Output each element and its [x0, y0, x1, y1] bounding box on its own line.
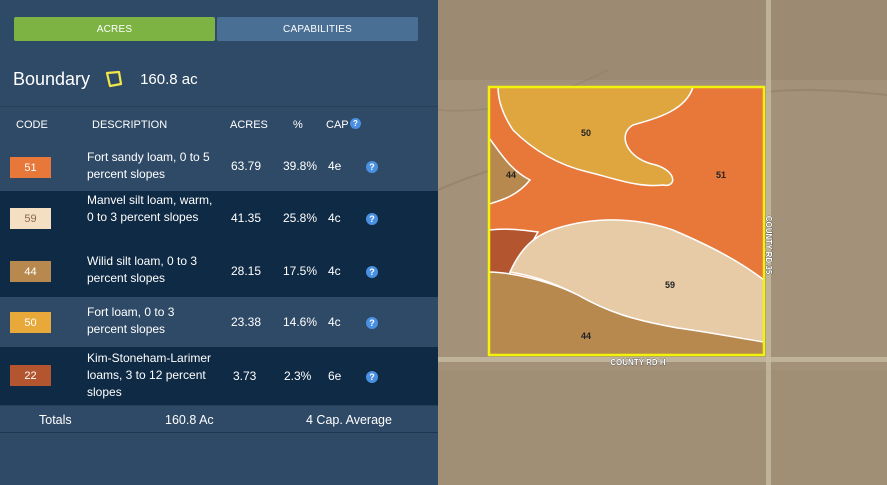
map-field-north [438, 0, 887, 80]
zone-label-59: 59 [665, 280, 675, 290]
road-label-east: COUNTY RD 35 [764, 216, 773, 275]
zone-label-44-south: 44 [581, 331, 591, 341]
soil-percent: 25.8% [283, 211, 318, 225]
boundary-title: Boundary [13, 68, 91, 89]
zone-59[interactable] [508, 219, 764, 343]
soil-percent: 39.8% [283, 159, 318, 173]
col-acres: ACRES [230, 119, 268, 131]
table-row[interactable]: 44 Wilid silt loam, 0 to 3 percent slope… [0, 245, 438, 297]
zone-50[interactable] [497, 87, 694, 187]
soil-cap: 4c [328, 264, 341, 278]
soil-description: Fort sandy loam, 0 to 5 percent slopes [87, 150, 210, 181]
soil-cap: 4c [328, 315, 341, 329]
map-canvas[interactable]: 50 51 44 59 44 COUNTY RD 35 COUNTY RD H [438, 0, 887, 485]
soil-cap: 4c [328, 211, 341, 225]
soil-panel: ACRES CAPABILITIES Boundary 160.8 ac COD… [0, 0, 438, 485]
zone-44-north[interactable] [489, 136, 532, 205]
road-label-south: COUNTY RD H [610, 358, 666, 367]
table-row[interactable]: 59 Manvel silt loam, warm, 0 to 3 percen… [0, 191, 438, 245]
map-field-south [438, 370, 887, 485]
col-percent: % [293, 119, 303, 131]
cap-help-icon[interactable]: ? [366, 213, 378, 225]
zone-label-50: 50 [581, 128, 591, 138]
soil-acres: 63.79 [231, 159, 262, 173]
boundary-acres: 160.8 ac [140, 70, 198, 88]
soil-code-swatch: 22 [10, 365, 51, 386]
soil-code-swatch: 44 [10, 261, 51, 282]
soil-acres: 23.38 [231, 315, 262, 329]
col-code: CODE [16, 119, 48, 131]
soil-acres: 41.35 [231, 211, 262, 225]
soil-description: Fort loam, 0 to 3 percent slopes [87, 305, 175, 336]
soil-percent: 14.6% [283, 315, 318, 329]
soil-acres: 3.73 [233, 369, 257, 383]
boundary-summary: Boundary 160.8 ac [13, 66, 198, 92]
parcel-boundary[interactable] [487, 85, 766, 357]
soil-cap: 6e [328, 369, 342, 383]
table-header: CODE DESCRIPTION ACRES % CAP ? [0, 106, 438, 144]
cap-help-icon[interactable]: ? [366, 371, 378, 383]
satellite-map[interactable]: 50 51 44 59 44 COUNTY RD 35 COUNTY RD H [438, 0, 887, 485]
soil-code-swatch: 59 [10, 208, 51, 229]
road-south [438, 357, 887, 362]
soil-description: Manvel silt loam, warm, 0 to 3 percent s… [87, 193, 213, 224]
cap-help-icon[interactable]: ? [366, 266, 378, 278]
soil-cap: 4e [328, 159, 342, 173]
totals-label: Totals [39, 413, 72, 427]
cap-help-icon[interactable]: ? [366, 317, 378, 329]
table-row[interactable]: 22 Kim-Stoneham-Larimer loams, 3 to 12 p… [0, 347, 438, 405]
view-tabs: ACRES CAPABILITIES [14, 17, 418, 41]
soil-description: Kim-Stoneham-Larimer loams, 3 to 12 perc… [87, 351, 212, 399]
totals-acres: 160.8 Ac [165, 413, 214, 427]
zone-label-51: 51 [716, 170, 726, 180]
col-description: DESCRIPTION [92, 119, 168, 131]
totals-row: Totals 160.8 Ac 4 Cap. Average [0, 405, 438, 433]
table-row[interactable]: 50 Fort loam, 0 to 3 percent slopes 23.3… [0, 297, 438, 347]
soil-code-swatch: 50 [10, 312, 51, 333]
zone-label-44-north: 44 [506, 170, 516, 180]
soil-percent: 2.3% [284, 369, 312, 383]
soil-percent: 17.5% [283, 264, 318, 278]
soil-description: Wilid silt loam, 0 to 3 percent slopes [87, 254, 198, 285]
soil-code-swatch: 51 [10, 157, 51, 178]
col-cap: CAP [326, 119, 349, 131]
cap-help-icon[interactable]: ? [366, 161, 378, 173]
table-row[interactable]: 51 Fort sandy loam, 0 to 5 percent slope… [0, 144, 438, 191]
cap-help-icon[interactable]: ? [350, 118, 361, 129]
totals-cap: 4 Cap. Average [306, 413, 392, 427]
road-east [766, 0, 771, 485]
tab-acres[interactable]: ACRES [14, 17, 215, 41]
soil-acres: 28.15 [231, 264, 262, 278]
polygon-icon [104, 69, 126, 89]
tab-capabilities[interactable]: CAPABILITIES [217, 17, 418, 41]
